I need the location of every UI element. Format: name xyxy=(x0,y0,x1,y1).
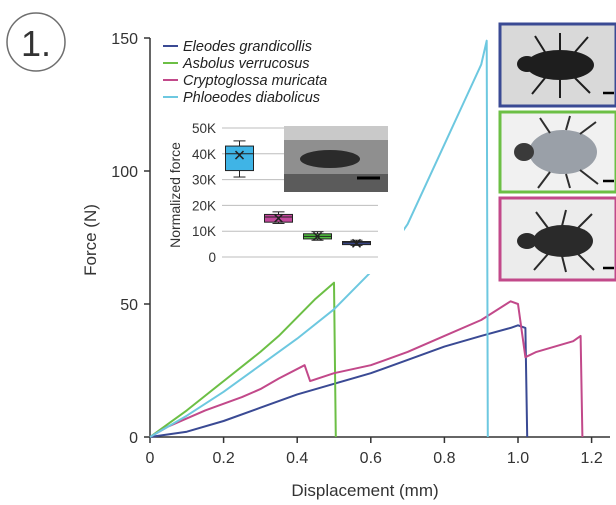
x-tick-label: 1.2 xyxy=(580,450,602,467)
x-axis-label: Displacement (mm) xyxy=(291,481,438,500)
beetle-photo-eleodes xyxy=(498,22,616,108)
series-line xyxy=(149,324,529,438)
legend-label: Phloeodes diabolicus xyxy=(183,90,320,106)
legend-item: Cryptoglossa muricata xyxy=(163,73,327,89)
box xyxy=(225,145,254,172)
inset-tick-label: 40K xyxy=(192,147,216,162)
inset-boxes xyxy=(225,140,371,248)
mean-marker xyxy=(234,150,245,160)
box-eleodes-grandicollis xyxy=(342,238,371,248)
mean-marker xyxy=(351,238,362,248)
y-axis-label: Force (N) xyxy=(81,204,100,276)
legend-item: Phloeodes diabolicus xyxy=(163,90,320,106)
legend-item: Eleodes grandicollis xyxy=(163,39,312,55)
series-line xyxy=(149,281,337,438)
panel-label-text: 1. xyxy=(21,23,51,64)
inset-photo xyxy=(284,126,388,192)
beetle-photo-cryptoglossa xyxy=(498,196,616,282)
x-tick-label: 0 xyxy=(146,450,155,467)
x-tick-label: 1.0 xyxy=(507,450,529,467)
inset-tick-label: 20K xyxy=(192,198,216,213)
main-plot-series xyxy=(149,39,584,438)
x-tick-label: 0.6 xyxy=(360,450,382,467)
inset-tick-label: 30K xyxy=(192,173,216,188)
x-tick-label: 0.2 xyxy=(212,450,234,467)
x-tick-label: 0.8 xyxy=(433,450,455,467)
beetle-photo-asbolus xyxy=(498,110,616,194)
legend-label: Eleodes grandicollis xyxy=(183,39,312,55)
legend: Eleodes grandicollis Asbolus verrucosus … xyxy=(163,39,327,106)
panel-label: 1. xyxy=(6,12,66,72)
series-line xyxy=(149,300,584,438)
beetle-photo-panel xyxy=(498,22,616,282)
inset-box-plot: 0 10K 20K 30K 40K 50K Normalized force xyxy=(167,118,404,274)
box-asbolus-verrucosus xyxy=(303,231,332,241)
legend-label: Cryptoglossa muricata xyxy=(183,73,327,89)
box-phloeodes-diabolicus xyxy=(225,140,254,178)
legend-item: Asbolus verrucosus xyxy=(163,56,310,72)
y-tick-label: 100 xyxy=(111,164,138,181)
main-plot-axes: 0 0.2 0.4 0.6 0.8 1.0 1.2 0 50 100 150 xyxy=(111,31,610,467)
inset-tick-label: 50K xyxy=(192,121,216,136)
y-tick-label: 0 xyxy=(129,430,138,447)
inset-y-axis-label: Normalized force xyxy=(167,142,183,248)
y-tick-label: 150 xyxy=(111,31,138,48)
inset-tick-label: 0 xyxy=(208,250,216,265)
box-cryptoglossa-muricata xyxy=(264,211,293,224)
main-plot-labels: Displacement (mm) Force (N) xyxy=(81,204,439,500)
mean-marker xyxy=(312,231,323,241)
legend-label: Asbolus verrucosus xyxy=(182,56,310,72)
x-tick-label: 0.4 xyxy=(286,450,308,467)
mean-marker xyxy=(273,213,284,223)
inset-tick-label: 10K xyxy=(192,224,216,239)
y-tick-label: 50 xyxy=(120,297,138,314)
